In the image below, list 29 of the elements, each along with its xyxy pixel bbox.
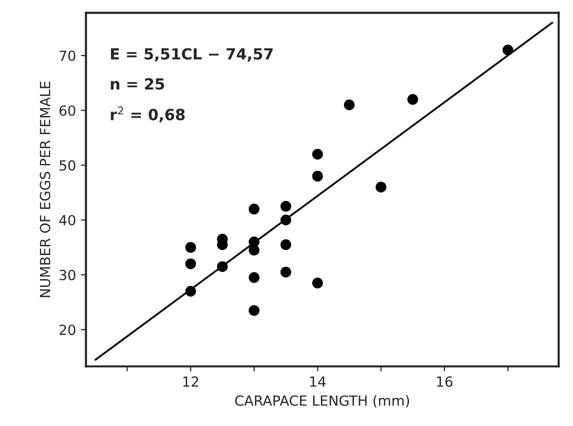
- y-tick-label: 70: [60, 50, 76, 62]
- y-tick-label: 30: [60, 270, 76, 280]
- point: [280, 239, 292, 250]
- y-tick-label: 40: [59, 214, 76, 226]
- point: [312, 148, 323, 160]
- y-tick-label: 50: [60, 160, 76, 171]
- x-tick-label: 16: [437, 376, 452, 387]
- point: [185, 242, 196, 253]
- point: [407, 94, 418, 105]
- x-tick-label: 14: [310, 376, 326, 387]
- y-tick-label: 20: [60, 324, 76, 336]
- point: [376, 182, 386, 192]
- point: [280, 266, 292, 278]
- point: [248, 244, 260, 256]
- annotation: E = 5,51CL − 74,57: [110, 48, 273, 62]
- point: [185, 258, 196, 270]
- x-tick-label: 12: [183, 376, 198, 387]
- y-tick-label: 60: [60, 105, 76, 116]
- x-axis-title: CARAPACE LENGTH (mm): [235, 395, 410, 408]
- annotation: r$^{2}$ = 0,68: [110, 106, 185, 122]
- point: [312, 278, 323, 288]
- point: [344, 99, 355, 110]
- point: [248, 305, 260, 316]
- point: [312, 170, 323, 182]
- point: [248, 204, 260, 214]
- y-axis-title: NUMBER OF EGGS PER FEMALE: [40, 82, 50, 298]
- point: [248, 272, 260, 283]
- point: [280, 200, 292, 212]
- annotation: n = 25: [110, 78, 164, 90]
